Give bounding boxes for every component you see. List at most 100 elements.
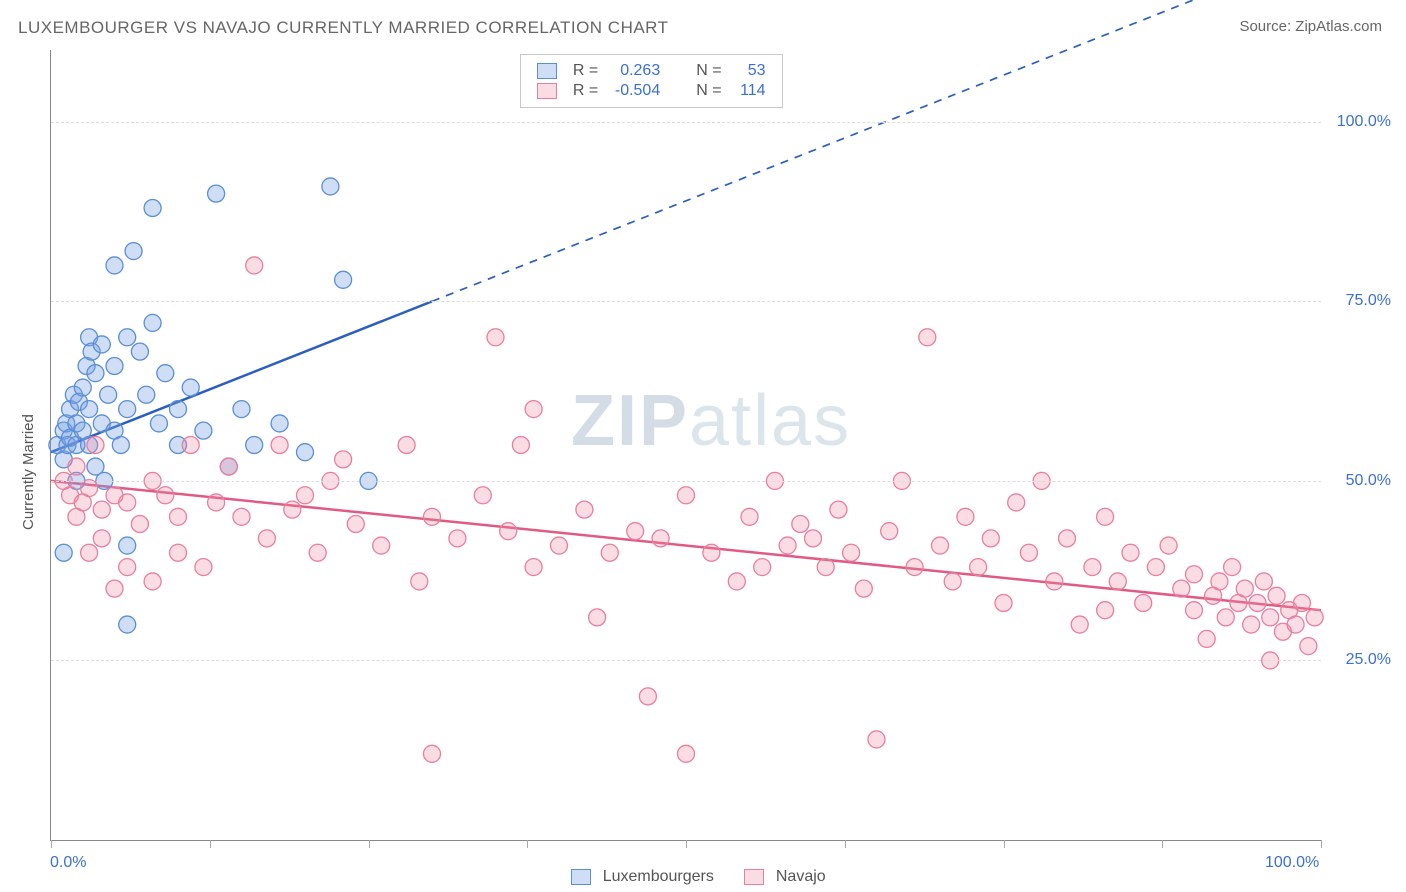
- data-point: [1059, 530, 1076, 547]
- data-point: [1046, 573, 1063, 590]
- data-point: [271, 437, 288, 454]
- y-tick-label: 50.0%: [1331, 472, 1391, 490]
- data-point: [843, 544, 860, 561]
- data-point: [195, 559, 212, 576]
- data-point: [449, 530, 466, 547]
- x-tick: [1004, 840, 1005, 848]
- data-point: [1249, 595, 1266, 612]
- data-point: [512, 437, 529, 454]
- data-point: [424, 745, 441, 762]
- data-point: [474, 487, 491, 504]
- gridline: [51, 122, 1321, 123]
- data-point: [297, 444, 314, 461]
- data-point: [525, 401, 542, 418]
- data-point: [208, 185, 225, 202]
- data-point: [87, 365, 104, 382]
- y-tick-label: 75.0%: [1331, 292, 1391, 310]
- data-point: [576, 501, 593, 518]
- data-point: [258, 530, 275, 547]
- data-point: [93, 501, 110, 518]
- data-point: [170, 401, 187, 418]
- data-point: [1097, 508, 1114, 525]
- data-point: [112, 437, 129, 454]
- data-point: [1243, 616, 1260, 633]
- series-legend: Luxembourgers Navajo: [571, 868, 826, 886]
- data-point: [652, 530, 669, 547]
- data-point: [195, 422, 212, 439]
- data-point: [411, 573, 428, 590]
- gridline: [51, 660, 1321, 661]
- n-label: N =: [690, 81, 727, 101]
- data-point: [1287, 616, 1304, 633]
- legend-row-1: R = 0.263 N = 53: [531, 61, 772, 81]
- data-point: [601, 544, 618, 561]
- data-point: [919, 329, 936, 346]
- x-tick: [686, 840, 687, 848]
- data-point: [1224, 559, 1241, 576]
- data-point: [347, 516, 364, 533]
- data-point: [93, 336, 110, 353]
- swatch-luxembourgers: [571, 869, 591, 885]
- data-point: [932, 537, 949, 554]
- data-point: [551, 537, 568, 554]
- data-point: [995, 595, 1012, 612]
- data-point: [81, 480, 98, 497]
- data-point: [1135, 595, 1152, 612]
- data-point: [119, 616, 136, 633]
- data-point: [74, 379, 91, 396]
- data-point: [106, 580, 123, 597]
- data-point: [297, 487, 314, 504]
- data-point: [779, 537, 796, 554]
- data-point: [639, 688, 656, 705]
- legend-item-luxembourgers: Luxembourgers: [571, 868, 714, 886]
- data-point: [982, 530, 999, 547]
- data-point: [1084, 559, 1101, 576]
- data-point: [233, 508, 250, 525]
- data-point: [157, 365, 174, 382]
- n-value-1: 114: [728, 81, 772, 101]
- data-point: [1147, 559, 1164, 576]
- trend-line-dashed: [432, 0, 1321, 301]
- data-point: [144, 200, 161, 217]
- data-point: [1262, 609, 1279, 626]
- data-point: [55, 544, 72, 561]
- data-point: [1268, 587, 1285, 604]
- data-point: [1186, 566, 1203, 583]
- n-label: N =: [690, 61, 727, 81]
- y-tick-label: 25.0%: [1331, 651, 1391, 669]
- data-point: [1173, 580, 1190, 597]
- data-point: [627, 523, 644, 540]
- data-point: [957, 508, 974, 525]
- data-point: [728, 573, 745, 590]
- r-label: R =: [567, 81, 604, 101]
- data-point: [944, 573, 961, 590]
- data-point: [150, 415, 167, 432]
- data-point: [741, 508, 758, 525]
- data-point: [525, 559, 542, 576]
- data-point: [271, 415, 288, 432]
- data-point: [500, 523, 517, 540]
- data-point: [119, 537, 136, 554]
- data-point: [398, 437, 415, 454]
- swatch-navajo: [744, 869, 764, 885]
- data-point: [100, 386, 117, 403]
- data-point: [1109, 573, 1126, 590]
- data-point: [208, 494, 225, 511]
- plot-svg: [51, 50, 1321, 840]
- source-label: Source: ZipAtlas.com: [1239, 18, 1382, 35]
- data-point: [1071, 616, 1088, 633]
- data-point: [182, 437, 199, 454]
- data-point: [1186, 602, 1203, 619]
- data-point: [373, 537, 390, 554]
- data-point: [754, 559, 771, 576]
- data-point: [424, 508, 441, 525]
- data-point: [106, 358, 123, 375]
- data-point: [220, 458, 237, 475]
- data-point: [170, 544, 187, 561]
- data-point: [855, 580, 872, 597]
- data-point: [817, 559, 834, 576]
- swatch-navajo: [537, 83, 557, 99]
- legend-row-2: R = -0.504 N = 114: [531, 81, 772, 101]
- data-point: [1198, 630, 1215, 647]
- gridline: [51, 481, 1321, 482]
